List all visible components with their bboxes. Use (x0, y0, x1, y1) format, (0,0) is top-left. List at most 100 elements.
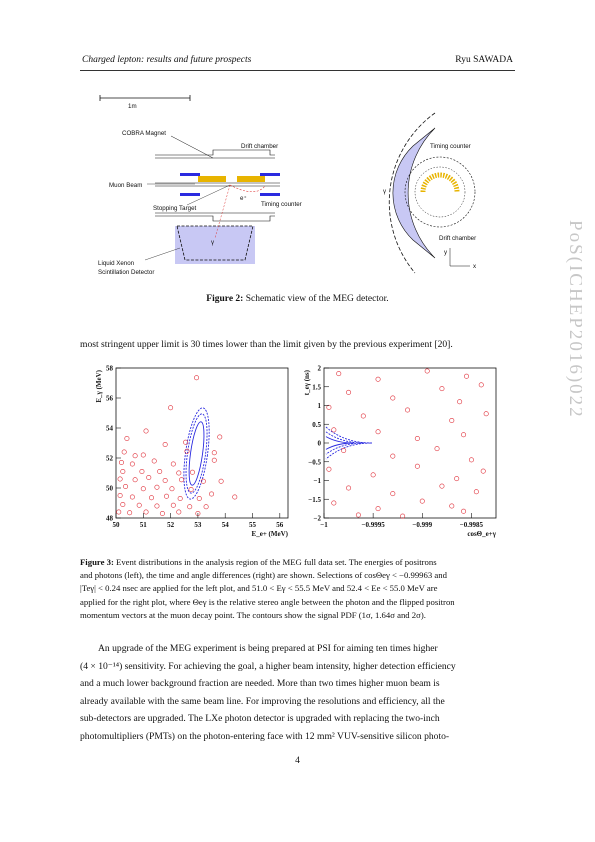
data-point (140, 486, 146, 492)
x-tick-label: 50 (113, 521, 121, 529)
x-tick-label: 51 (140, 521, 148, 529)
data-point (331, 427, 337, 433)
figure-2-caption: Figure 2: Schematic view of the MEG dete… (80, 294, 515, 304)
x-tick-label: 54 (222, 521, 230, 529)
data-point (375, 376, 381, 382)
drift-chamber-shape (198, 176, 226, 182)
data-point (117, 493, 123, 499)
y-axis-label: E_γ (MeV) (95, 369, 103, 402)
data-point (132, 453, 138, 459)
data-point (127, 510, 133, 516)
signal-contour (183, 407, 210, 500)
x-tick-label: −0.999 (412, 521, 432, 529)
signal-contour (188, 421, 205, 486)
data-point (187, 504, 193, 510)
y-tick-label: −0.5 (308, 458, 321, 466)
x-tick-label: 52 (167, 521, 175, 529)
data-point (120, 502, 126, 508)
x-axis-label: E_e+ (MeV) (252, 530, 289, 538)
y-axis-label: t_eγ (ns) (303, 369, 311, 395)
x-tick-label: −0.9995 (362, 521, 386, 529)
data-point (162, 478, 168, 484)
signal-contour (325, 431, 364, 455)
data-point (120, 469, 126, 475)
signal-contour (325, 426, 372, 460)
data-point (336, 371, 342, 377)
data-point (209, 491, 215, 497)
figure-2-detector-schematic: 1m COBRA Magnet Drift chamber Muon Beam … (98, 95, 477, 276)
body-line-5: sub-detectors are upgraded. The LXe phot… (80, 713, 440, 725)
lxe-detector-shape (175, 226, 255, 264)
data-point (375, 429, 381, 435)
data-point (148, 495, 154, 501)
data-point (390, 491, 396, 497)
timing-counter-label: Timing counter (261, 201, 302, 208)
data-point (143, 509, 149, 515)
x-tick-label: −0.9985 (460, 521, 484, 529)
lxe-label-2: Scintillation Detector (98, 269, 154, 276)
data-point (454, 476, 460, 482)
data-point (157, 469, 163, 475)
data-point (461, 432, 467, 438)
data-point (468, 457, 474, 463)
scale-label: 1m (128, 103, 137, 110)
y-tick-label: 0.5 (312, 421, 321, 429)
gamma-label-right: γ (383, 188, 387, 195)
data-point (414, 436, 420, 442)
data-point (449, 503, 455, 509)
figure-2-caption-text: Schematic view of the MEG detector. (243, 294, 389, 304)
data-point (370, 472, 376, 478)
data-point (151, 458, 157, 464)
y-tick-label: 48 (106, 515, 114, 523)
y-tick-label: 56 (106, 395, 114, 403)
data-point (170, 461, 176, 467)
data-point (139, 469, 145, 475)
figure-3-caption-line-2: and photons (left), the time and angle d… (80, 570, 447, 581)
data-point (400, 513, 406, 519)
positron-label: e⁺ (240, 195, 247, 202)
data-point (211, 450, 217, 456)
data-point (118, 460, 124, 466)
x-tick-label: 53 (194, 521, 202, 529)
body-line-2: (4 × 10⁻¹⁴) sensitivity. For achieving t… (80, 660, 456, 672)
data-point (129, 494, 135, 500)
data-point (123, 484, 129, 490)
figure-3-caption-line-1: Event distributions in the analysis regi… (113, 557, 437, 567)
data-point (136, 502, 142, 508)
data-point (176, 509, 182, 515)
plot-frame (115, 367, 289, 519)
axis-x-label: x (473, 263, 477, 270)
figure-2-caption-label: Figure 2: (206, 294, 244, 304)
data-point (326, 404, 332, 410)
x-tick-label: 56 (276, 521, 284, 529)
muon-beam-label: Muon Beam (109, 182, 142, 189)
data-point (461, 508, 467, 514)
data-point (121, 449, 127, 455)
x-tick-label: −1 (320, 521, 328, 529)
data-point (159, 511, 165, 517)
stopping-target-label: Stopping Target (153, 205, 197, 212)
data-point (164, 493, 170, 499)
data-point (116, 509, 122, 515)
data-point (326, 466, 332, 472)
figure-3-caption-label: Figure 3: (80, 557, 114, 567)
data-point (177, 496, 183, 502)
y-tick-label: 0 (318, 440, 322, 448)
data-point (457, 399, 463, 405)
x-axis-label: cosΘ_e+γ (467, 530, 496, 538)
gamma-label-left: γ (211, 239, 215, 246)
data-point (439, 483, 445, 489)
y-tick-label: 50 (106, 485, 114, 493)
running-header-author: Ryu SAWADA (455, 55, 513, 65)
data-point (480, 468, 486, 474)
data-point (179, 477, 185, 483)
data-point (200, 478, 206, 484)
drift-chamber-right-label: Drift chamber (439, 235, 476, 242)
plot-time-angle: −1 −0.9995 −0.999 −0.9985 −2 −1.5 −1 −0.5 0 0.5 1 1… (303, 365, 497, 539)
data-point (154, 484, 160, 490)
data-point (464, 373, 470, 379)
figure-3-caption-line-5: momentum vectors at the muon decay point… (80, 609, 426, 620)
data-point (117, 476, 123, 482)
